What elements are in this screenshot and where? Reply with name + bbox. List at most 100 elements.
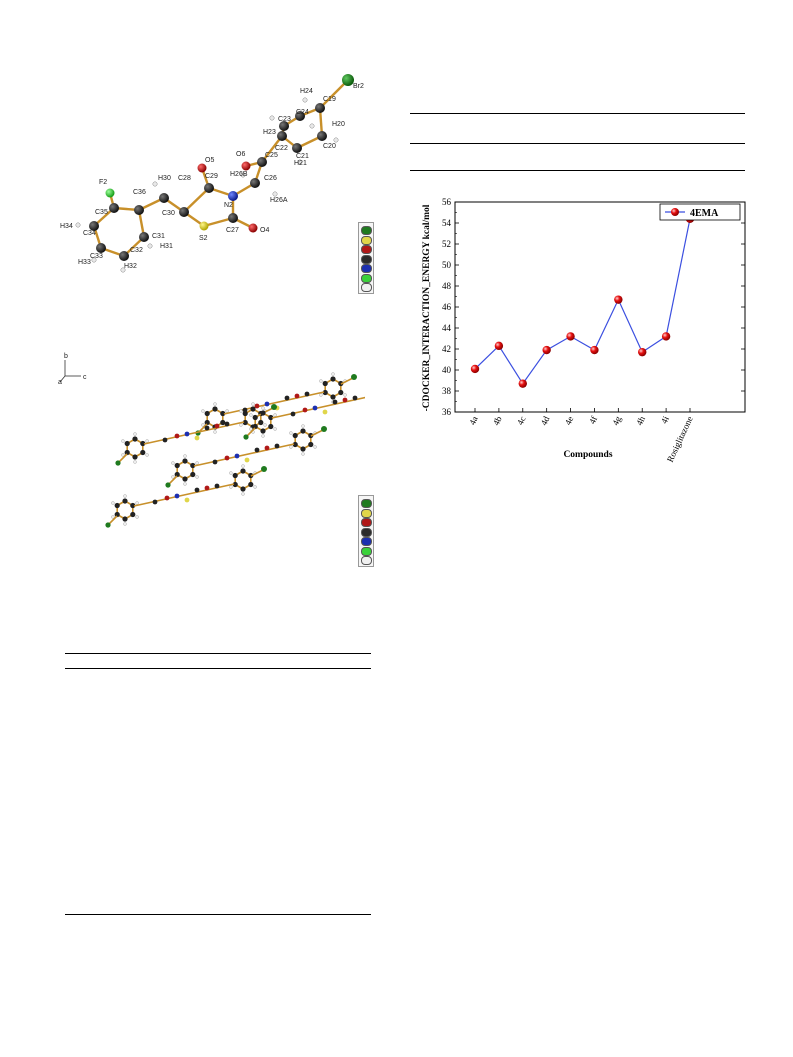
atom-c32 (119, 251, 129, 261)
hydrogen-atom (241, 464, 245, 468)
x-tick-label: 4d (539, 414, 552, 427)
atom (184, 431, 190, 437)
x-tick-label: 4e (563, 415, 576, 427)
atom-label: F2 (99, 179, 107, 186)
x-tick-label: 4i (659, 414, 671, 425)
atom-label: O5 (205, 157, 214, 164)
hydrogen-atom (240, 172, 246, 178)
atom (290, 411, 296, 417)
hydrogen-atom (319, 379, 323, 383)
carbon-atom (268, 414, 274, 421)
atom-label: S2 (199, 235, 208, 242)
atom (224, 455, 230, 461)
bond-line (118, 453, 128, 463)
hydrogen-atom (261, 434, 265, 438)
y-axis-title: -CDOCKER_INTERACTION_ENERGY kcal/mol (422, 204, 432, 411)
carbon-atom (242, 419, 248, 426)
atom (274, 443, 280, 449)
carbon-atom (190, 462, 196, 469)
x-tick-label: 4b (491, 414, 504, 427)
carbon-atom (250, 406, 256, 412)
hydrogen-atom (269, 115, 275, 121)
atom (224, 421, 230, 427)
atom-label: C21 (296, 153, 309, 160)
atom-label: H30 (158, 175, 171, 182)
right-table-mid-rule (410, 143, 745, 144)
hydrogen-atom (135, 515, 139, 519)
hydrogen-atom (121, 453, 125, 457)
atom (204, 425, 210, 431)
hydrogen-atom (253, 485, 257, 489)
hydrogen-atom (289, 431, 293, 435)
bond-line (319, 79, 349, 109)
carbon-atom (258, 419, 264, 426)
atom-br2 (342, 74, 354, 86)
atom-label: H26B (230, 171, 248, 178)
data-point (494, 341, 504, 351)
atom-label: C34 (83, 230, 96, 237)
carbon-atom (248, 481, 254, 488)
atom-label: C24 (296, 109, 309, 116)
atom-c25 (257, 157, 267, 167)
y-tick-label: 38 (442, 386, 452, 396)
data-point (661, 332, 671, 341)
atom-label: C25 (265, 152, 278, 159)
legend-marker (671, 208, 679, 216)
carbon-atom (300, 428, 306, 434)
carbon-atom (204, 410, 210, 417)
atom-c30 (159, 193, 169, 203)
atom-c27 (228, 213, 238, 223)
hydrogen-atom (302, 97, 308, 103)
y-tick-label: 36 (442, 407, 452, 417)
legend-swatch (361, 235, 372, 245)
atom-label: H21 (294, 160, 307, 167)
carbon-atom (292, 441, 298, 448)
hydrogen-atom (201, 423, 205, 427)
atom-label: H34 (60, 223, 73, 230)
hydrogen-atom (183, 482, 187, 486)
hydrogen-atom (91, 257, 97, 263)
atom-c19 (315, 103, 325, 113)
hydrogen-atom (121, 439, 125, 443)
atom-c26 (250, 178, 260, 188)
x-tick-label: 4h (634, 414, 647, 427)
hydrogen-atom (145, 453, 149, 457)
carbon-atom (124, 449, 130, 456)
atom (194, 487, 200, 493)
axis-label: b (64, 353, 68, 360)
legend-swatch (361, 527, 372, 537)
hydrogen-atom (111, 501, 115, 505)
carbon-atom (232, 472, 238, 479)
bond-line (246, 427, 256, 437)
hydrogen-atom (239, 409, 243, 413)
carbon-atom (114, 511, 120, 518)
atom (244, 457, 250, 463)
bond-line (183, 187, 210, 213)
atom (204, 485, 210, 491)
legend-swatch (361, 273, 372, 283)
halogen-atom (165, 482, 171, 488)
atom-label: O6 (236, 151, 245, 158)
carbon-atom (252, 414, 258, 421)
hydrogen-atom (152, 181, 158, 187)
atom-label: C20 (323, 143, 336, 150)
carbon-atom (300, 446, 306, 452)
atom-n2 (228, 191, 238, 201)
carbon-atom (338, 389, 344, 396)
bond-line (198, 423, 208, 433)
axis-label: a (58, 379, 62, 386)
bromine-atom (351, 374, 357, 380)
carbon-atom (308, 441, 314, 448)
hydrogen-atom (123, 494, 127, 498)
carbon-atom (242, 410, 248, 417)
legend-swatch (361, 556, 372, 565)
carbon-atom (260, 428, 266, 434)
hydrogen-atom (195, 461, 199, 465)
packed-molecule (243, 395, 365, 440)
halogen-atom (243, 434, 249, 440)
data-point (518, 379, 527, 388)
data-point (614, 295, 623, 304)
hydrogen-atom (249, 427, 253, 431)
hydrogen-atom (213, 402, 217, 406)
carbon-atom (132, 454, 138, 460)
